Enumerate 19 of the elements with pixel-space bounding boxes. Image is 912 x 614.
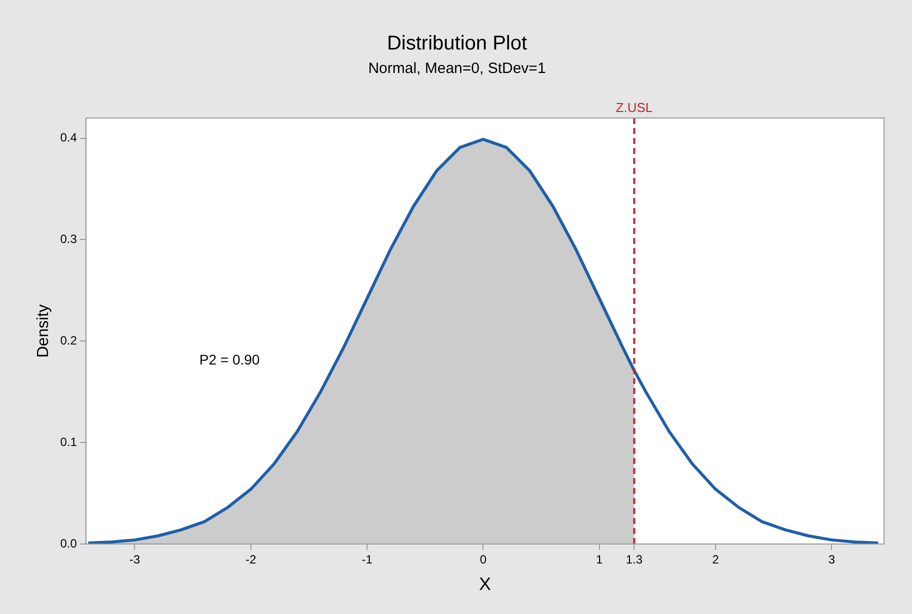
x-tick-label: 1 <box>596 552 604 567</box>
x-axis-title: X <box>478 574 491 594</box>
annotation: P2 = 0.90 <box>199 352 260 368</box>
ref-line-label: Z.USL <box>616 100 653 116</box>
y-tick-label: 0.1 <box>60 434 78 449</box>
y-tick-label: 0.4 <box>60 130 78 145</box>
x-tick-label: -1 <box>362 552 373 567</box>
x-tick-label: 2 <box>712 552 720 567</box>
y-tick-label: 0.2 <box>60 333 78 348</box>
x-tick-label: 3 <box>828 552 836 567</box>
chart-subtitle: Normal, Mean=0, StDev=1 <box>368 60 546 78</box>
x-tick-label: 1.3 <box>626 552 643 567</box>
y-tick-label: 0.3 <box>60 232 78 246</box>
x-tick-label: -2 <box>246 552 257 567</box>
y-tick-label: 0.0 <box>60 536 78 550</box>
chart-title: Distribution Plot <box>386 32 528 55</box>
y-axis-title: Density <box>35 304 52 358</box>
x-tick-label: 0 <box>480 552 487 567</box>
x-tick-label: -3 <box>129 552 140 567</box>
